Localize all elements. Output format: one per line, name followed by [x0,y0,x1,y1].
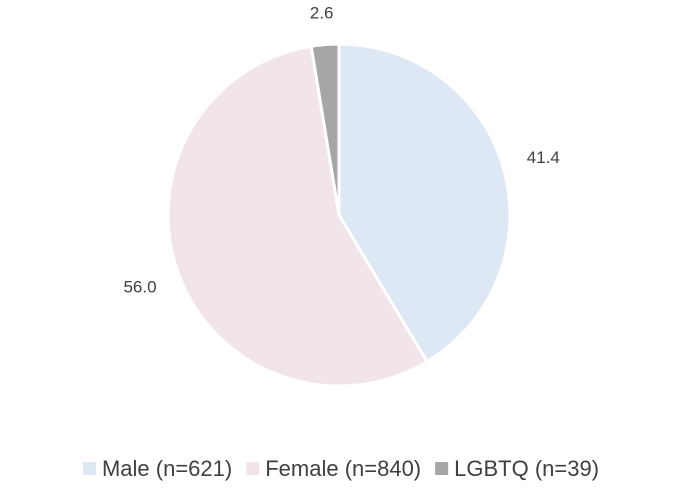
legend-swatch [435,462,449,475]
legend-label: Male (n=621) [102,456,232,481]
legend-swatch [246,462,260,475]
data-label: 56.0 [123,278,156,297]
data-label: 2.6 [310,3,334,22]
legend-label: LGBTQ (n=39) [454,456,599,481]
legend-label: Female (n=840) [265,456,421,481]
pie-slice [309,42,341,216]
legend-swatch [82,462,96,475]
pie-slice [166,44,430,388]
pie-slice [337,42,512,364]
data-label: 41.4 [527,148,560,167]
